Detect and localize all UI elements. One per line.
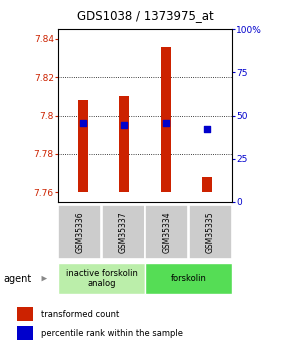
Point xyxy=(81,120,85,126)
Bar xyxy=(145,205,188,259)
Bar xyxy=(78,100,88,192)
Bar xyxy=(145,263,232,294)
Point xyxy=(205,126,209,132)
Bar xyxy=(119,96,129,192)
Bar xyxy=(102,205,145,259)
Text: GSM35337: GSM35337 xyxy=(119,211,128,253)
Text: percentile rank within the sample: percentile rank within the sample xyxy=(41,329,183,338)
Point xyxy=(163,120,168,126)
Bar xyxy=(202,177,212,192)
Text: GSM35335: GSM35335 xyxy=(206,211,215,253)
Text: inactive forskolin
analog: inactive forskolin analog xyxy=(66,269,137,288)
Text: GDS1038 / 1373975_at: GDS1038 / 1373975_at xyxy=(77,9,213,22)
Text: GSM35334: GSM35334 xyxy=(162,211,171,253)
Text: GSM35336: GSM35336 xyxy=(75,211,84,253)
Bar xyxy=(17,307,33,321)
Bar xyxy=(161,47,171,192)
Bar xyxy=(58,263,145,294)
Bar xyxy=(58,205,101,259)
Bar xyxy=(189,205,232,259)
Bar xyxy=(17,326,33,339)
Text: forskolin: forskolin xyxy=(171,274,206,283)
Point xyxy=(122,122,127,128)
Text: agent: agent xyxy=(3,274,31,284)
Text: transformed count: transformed count xyxy=(41,310,120,319)
